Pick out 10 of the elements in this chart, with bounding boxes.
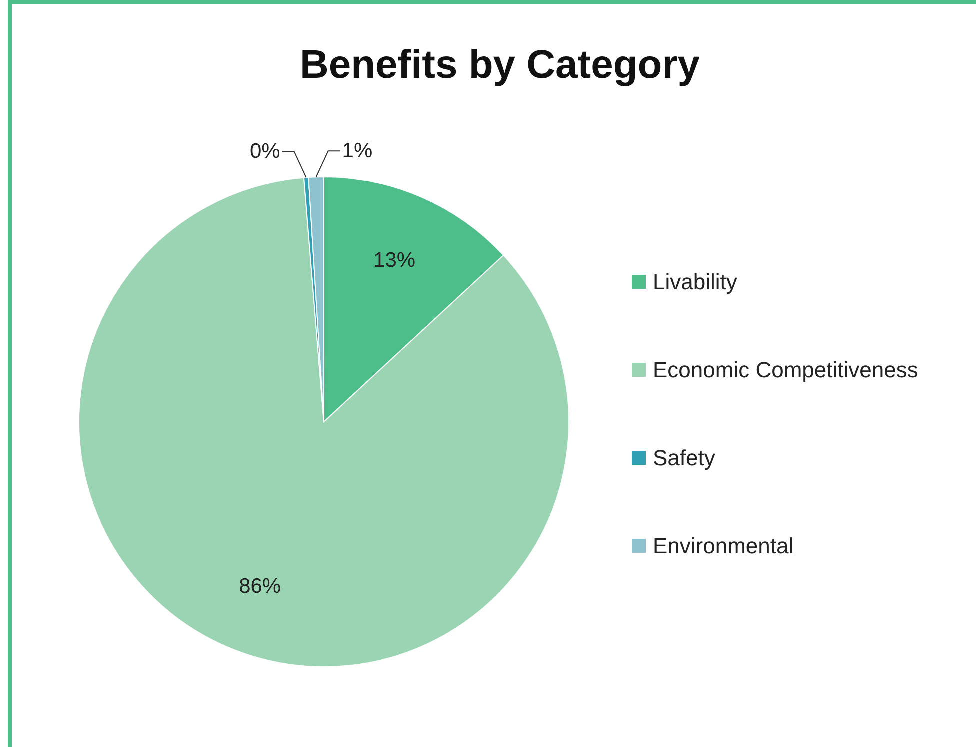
legend-label: Economic Competitiveness <box>653 358 918 382</box>
data-label: 86% <box>239 574 282 598</box>
data-label: 0% <box>250 140 280 164</box>
legend-label: Livability <box>653 270 738 294</box>
pie-slice <box>78 177 570 668</box>
legend-label: Environmental <box>653 534 794 558</box>
legend-label: Safety <box>653 446 716 470</box>
data-label: 13% <box>374 248 416 272</box>
data-label: 1% <box>342 140 373 163</box>
chart-title: Benefits by Category <box>300 43 701 87</box>
